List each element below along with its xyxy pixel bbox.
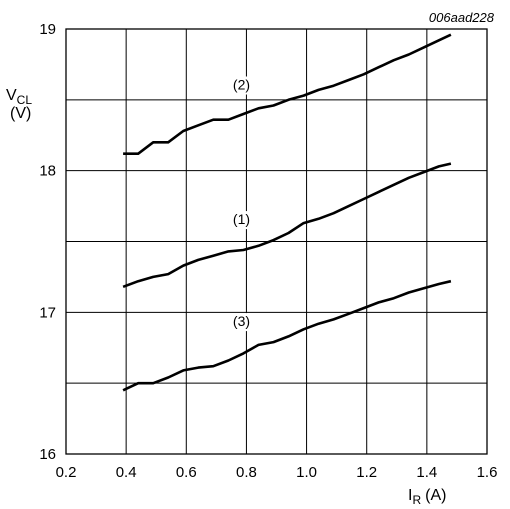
y-axis-title: VCL xyxy=(6,87,32,107)
series-label-background xyxy=(227,76,256,95)
x-axis-title: IR (A) xyxy=(408,487,446,507)
x-tick-label: 1.4 xyxy=(416,464,437,481)
y-axis-unit: (V) xyxy=(10,105,31,122)
series-label: (2) xyxy=(233,77,250,93)
series-line xyxy=(123,33,452,155)
x-tick-label: 1.0 xyxy=(296,464,317,481)
grid xyxy=(66,29,487,454)
x-axis-unit: (A) xyxy=(425,487,446,504)
plot-frame xyxy=(65,28,488,455)
x-tick-label: 0.2 xyxy=(56,464,77,481)
y-tick-label: 18 xyxy=(39,163,56,180)
x-tick-labels: 0.2 0.4 0.6 0.8 1.0 1.2 1.4 1.6 xyxy=(56,464,498,481)
x-tick-label: 0.8 xyxy=(236,464,257,481)
series-label: (3) xyxy=(233,313,250,329)
series-label-background xyxy=(227,211,256,230)
y-tick-label: 17 xyxy=(39,304,56,321)
y-axis-subscript: CL xyxy=(17,93,33,107)
x-tick-label: 1.6 xyxy=(477,464,498,481)
x-tick-label: 0.4 xyxy=(116,464,137,481)
series-line xyxy=(122,279,452,392)
x-tick-label: 0.6 xyxy=(176,464,197,481)
series-line xyxy=(122,162,452,289)
x-axis-symbol: I xyxy=(408,487,412,504)
y-tick-label: 16 xyxy=(39,446,56,463)
series-group: (1) (2) (3) xyxy=(122,33,452,392)
x-axis-subscript: R xyxy=(412,493,421,507)
x-tick-label: 1.2 xyxy=(356,464,377,481)
y-tick-label: 19 xyxy=(39,21,56,38)
series-label-background xyxy=(227,313,256,332)
document-id: 006aad228 xyxy=(429,10,495,25)
y-axis-symbol: V xyxy=(6,87,17,104)
series-label: (1) xyxy=(233,211,250,227)
y-tick-labels: 16 17 18 19 xyxy=(39,21,56,463)
